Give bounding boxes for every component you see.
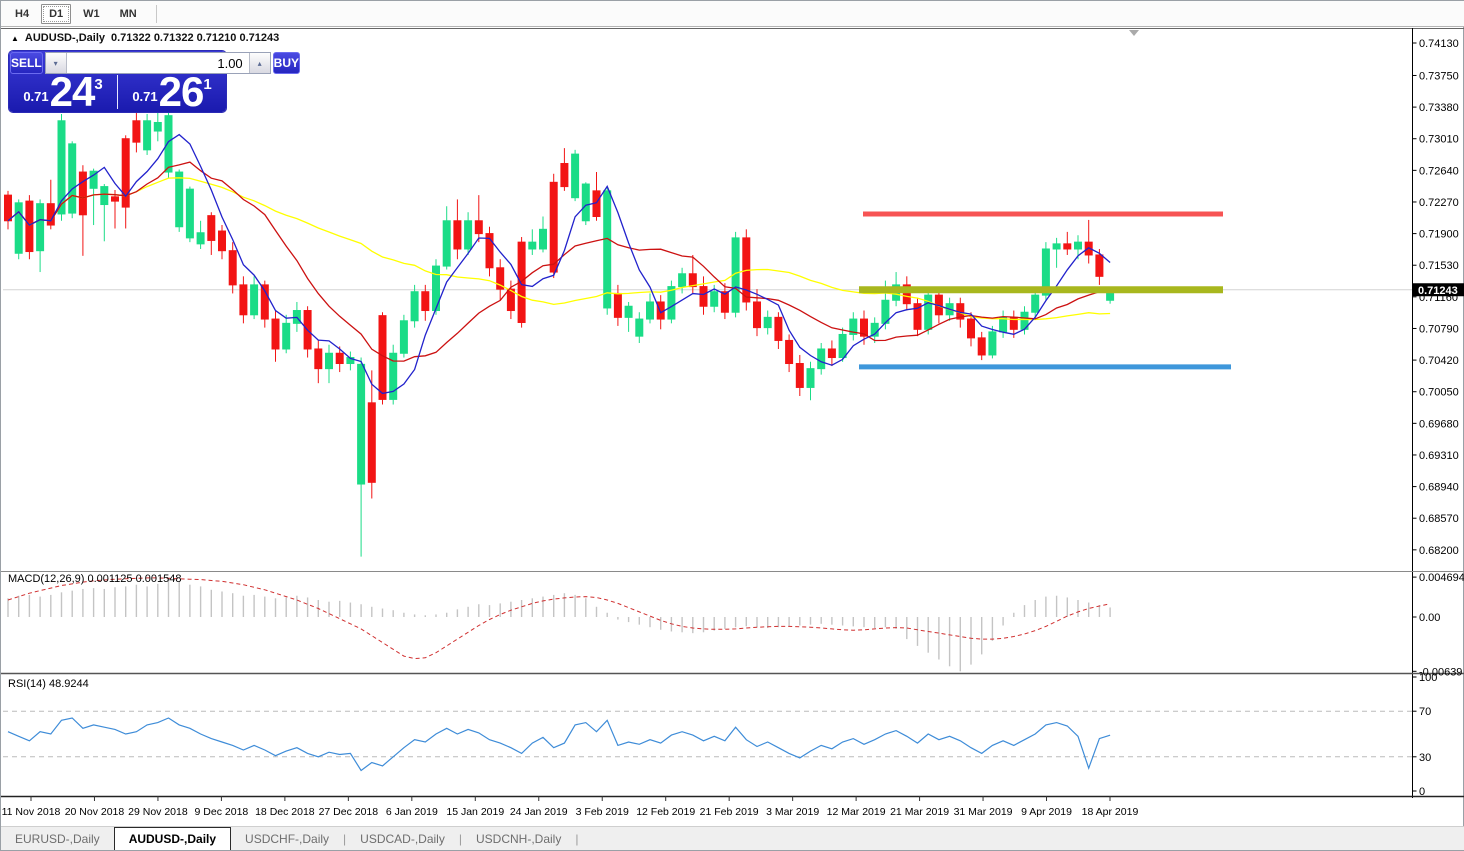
price-chart-canvas[interactable]: 0.74130 0.73750 0.73380 0.73010 0.72640 0.722… [1,1,1464,831]
date-label: 9 Dec 2018 [195,806,249,818]
date-label: 21 Feb 2019 [700,806,759,818]
ma-mid [7,161,1111,362]
macd-indicator-label: MACD(12,26,9) 0.001125 0.001548 [8,573,182,585]
one-click-trade-panel: SELL ▾ ▴ BUY 0.71 24 3 0.71 26 1 [9,51,301,115]
axis-label: 0.68940 [1419,482,1459,494]
axis-label: 70 [1419,706,1431,718]
axis-label: 0.69310 [1419,450,1459,462]
rsi-line [7,717,1111,772]
volume-input[interactable] [66,53,249,73]
tab-eurusddaily[interactable]: EURUSD-,Daily [15,831,100,846]
axis-label: 0.00 [1419,612,1440,624]
date-label: 6 Jan 2019 [386,806,438,818]
date-label: 27 Dec 2018 [319,806,379,818]
date-label: 11 Nov 2018 [2,806,61,818]
symbol-label: AUDUSD-,Daily [24,32,105,44]
axis-label: 0.74130 [1419,38,1459,50]
tab-usdchfdaily[interactable]: USDCHF-,Daily [245,831,330,846]
axis-label: 0.71530 [1419,260,1459,272]
axis-label: 0.004694 [1419,572,1464,584]
date-label: 31 Mar 2019 [954,806,1013,818]
tab-usdcaddaily[interactable]: USDCAD-,Daily [360,831,445,846]
axis-label: 100 [1419,672,1437,684]
axis-label: 0.68200 [1419,545,1459,557]
date-label: 20 Nov 2018 [65,806,125,818]
axis-label: 0.72640 [1419,165,1459,177]
tab-audusddaily[interactable]: AUDUSD-,Daily [113,827,232,850]
date-label: 18 Apr 2019 [1082,806,1139,818]
buy-price-prefix: 0.71 [132,89,158,104]
axis-label: 0.70420 [1419,355,1459,367]
axis-label: 0.73380 [1419,102,1459,114]
chart-tab-bar: EURUSD-,Daily AUDUSD-,Daily USDCHF-,Daily |… [1,826,1464,850]
date-label: 24 Jan 2019 [510,806,568,818]
buy-price[interactable]: 0.71 26 1 [118,68,226,115]
axis-label: 0.72270 [1419,197,1459,209]
sell-button[interactable]: SELL [10,52,43,74]
ma-slow [7,177,1111,321]
chart-frame [1,28,1464,798]
timeframe-mn[interactable]: MN [119,7,137,20]
rsi-indicator-label: RSI(14) 48.9244 [8,678,89,690]
date-label: 18 Dec 2018 [255,806,315,818]
collapse-panel-icon[interactable]: ▲ [11,33,19,43]
sell-price-prefix: 0.71 [23,89,49,104]
timeframe-toolbar: H4 D1 W1 MN [1,1,1464,27]
tab-separator: | [458,831,462,846]
axis-label: 30 [1419,752,1431,764]
axis-label: 0.71900 [1419,229,1459,241]
volume-stepper: ▾ ▴ [44,52,271,74]
timeframe-d1[interactable]: D1 [41,3,72,24]
date-label: 15 Jan 2019 [446,806,504,818]
sell-price-big: 24 [49,68,96,115]
macd-histogram [7,577,1111,672]
indicator-lines [7,577,1111,772]
ma-fast [7,133,1111,395]
axis-label: 0.73750 [1419,70,1459,82]
axis-label: -0.00639 [1419,666,1462,678]
chart-title: ▲ AUDUSD-,Daily 0.71322 0.71322 0.71210 … [11,32,279,44]
buy-price-big: 26 [158,68,205,115]
tab-separator: | [343,831,347,846]
sell-price-pip: 3 [94,76,103,93]
axis-label: 0.68570 [1419,513,1459,525]
date-label: 21 Mar 2019 [890,806,949,818]
axes-labels: 0.74130 0.73750 0.73380 0.73010 0.72640 0.722… [2,38,1464,818]
timeframe-h4[interactable]: H4 [15,7,30,20]
volume-increase-button[interactable]: ▴ [248,53,270,73]
tab-separator: | [575,831,579,846]
chart-shift-icon[interactable] [1129,30,1139,36]
timeframe-w1[interactable]: W1 [83,7,100,20]
date-label: 12 Feb 2019 [636,806,695,818]
date-label: 29 Nov 2018 [128,806,188,818]
toolbar-separator [155,4,157,23]
horizontal-trend-lines [859,211,1231,370]
axis-label: 0.70050 [1419,387,1459,399]
date-label: 3 Feb 2019 [576,806,629,818]
buy-price-pip: 1 [203,76,212,93]
volume-decrease-button[interactable]: ▾ [45,53,67,73]
date-label: 9 Apr 2019 [1021,806,1072,818]
axis-label: 0.73010 [1419,134,1459,146]
ohlc-values: 0.71322 0.71322 0.71210 0.71243 [111,32,280,44]
candles [4,105,1115,557]
buy-button[interactable]: BUY [272,52,301,74]
current-price-value: 0.71243 [1418,285,1458,297]
axis-label: 0 [1419,786,1425,798]
macd-signal-line [7,577,1111,660]
sell-price[interactable]: 0.71 24 3 [9,68,117,115]
date-label: 12 Mar 2019 [827,806,886,818]
tab-usdcnhdaily[interactable]: USDCNH-,Daily [475,831,562,846]
chart-background [3,289,1413,758]
moving-averages [7,133,1111,395]
axis-label: 0.70790 [1419,323,1459,335]
panel-divider [117,75,118,109]
date-label: 3 Mar 2019 [766,806,819,818]
current-price-badge [1413,283,1464,297]
axis-label: 0.69680 [1419,418,1459,430]
